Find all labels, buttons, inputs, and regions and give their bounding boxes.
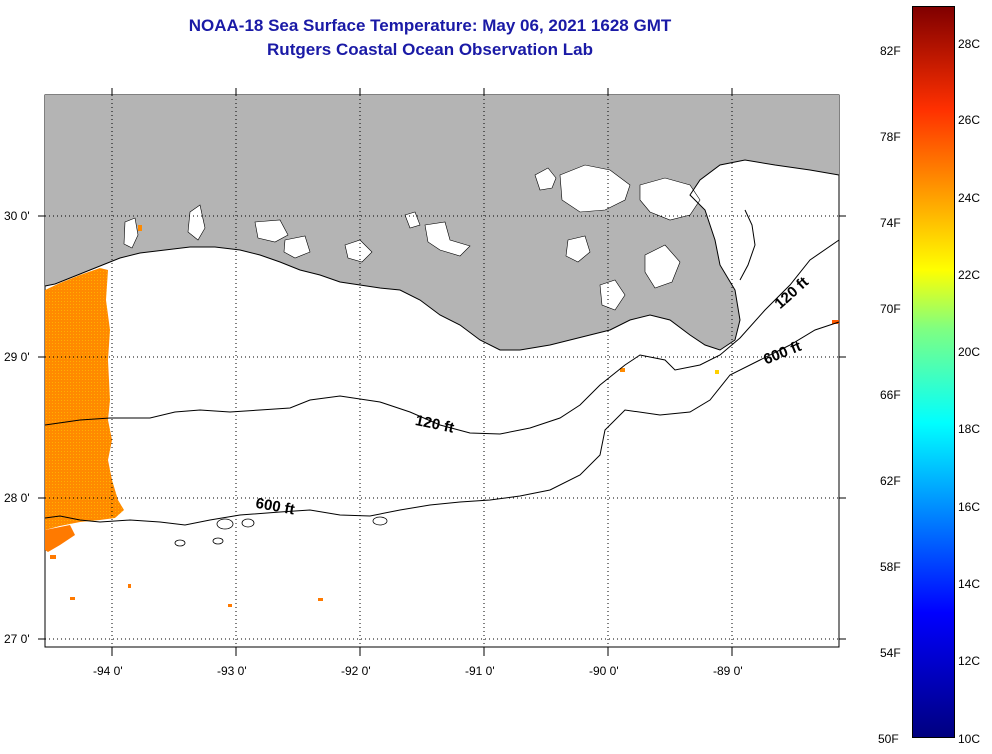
lake-calcasieu [123,217,139,249]
white-lake [254,219,289,243]
sst-speck-1 [620,368,625,372]
colorbar-c-28: 28C [958,37,981,51]
colorbar-f-62: 62F [880,474,901,488]
colorbar-f-74: 74F [880,216,901,230]
colorbar-c-24: 24C [958,191,981,205]
colorbar-c-22: 22C [958,268,981,282]
colorbar-f-50: 50F [878,732,899,746]
lon-label-91: -91 0' [465,664,495,678]
sst-speck-5 [70,597,75,600]
sst-speck-4 [138,225,142,231]
grand-lake [283,235,311,259]
contour-120ft [44,239,840,435]
lon-label-93: -93 0' [217,664,247,678]
map-title: NOAA-18 Sea Surface Temperature: May 06,… [188,16,672,35]
bay-area-1 [404,211,421,229]
lat-label-30: 30 0' [4,209,30,223]
colorbar-c-10: 10C [958,732,981,746]
lat-label-27: 27 0' [4,632,30,646]
bay-area-2 [424,221,471,257]
lon-label-89: -89 0' [713,664,743,678]
lon-label-94: -94 0' [93,664,123,678]
lake-verret [344,239,373,263]
contour-loop-1 [216,518,234,530]
colorbar-f-66: 66F [880,388,901,402]
colorbar-c-12: 12C [958,654,981,668]
map-subtitle: Rutgers Coastal Ocean Observation Lab [267,40,593,59]
sst-warm-scatter [45,525,75,552]
sst-speck-7 [318,598,323,601]
sst-speck-9 [50,555,56,559]
contour-loop-4 [174,539,186,547]
colorbar-f-78: 78F [880,130,901,144]
ticks [38,88,846,656]
sst-speck-8 [128,584,131,588]
grid [45,95,839,647]
lon-label-92: -92 0' [341,664,371,678]
sst-speck-2 [832,320,839,324]
colorbar-c-26: 26C [958,113,981,127]
colorbar-f-70: 70F [880,302,901,316]
colorbar-c-18: 18C [958,422,981,436]
marsh-bays [599,244,681,311]
colorbar-f-58: 58F [880,560,901,574]
lat-label-29: 29 0' [4,350,30,364]
coastline [44,159,840,351]
contour-loop-3 [372,516,388,526]
contour-label-600-a: 600 ft [254,495,296,519]
colorbar-c-14: 14C [958,577,981,591]
lon-label-90: -90 0' [589,664,619,678]
lat-label-28: 28 0' [4,491,30,505]
temperature-colorbar [912,6,955,738]
colorbar-f-82: 82F [880,44,901,58]
sst-speck-3 [715,370,719,374]
contour-loop-5 [212,537,224,545]
colorbar-f-54: 54F [880,646,901,660]
colorbar-c-16: 16C [958,500,981,514]
chandeleur-islands [739,209,756,281]
colorbar-c-20: 20C [958,345,981,359]
lake-sabine-area [187,204,206,241]
lake-borgne [639,177,701,221]
lake-pontchartrain [559,164,631,213]
lake-salvador [565,235,591,263]
contour-loop-2 [241,518,255,528]
sst-warm-region [45,268,124,530]
lake-maurepas [534,167,557,191]
contour-600ft [44,321,840,526]
sst-speck-6 [228,604,232,607]
